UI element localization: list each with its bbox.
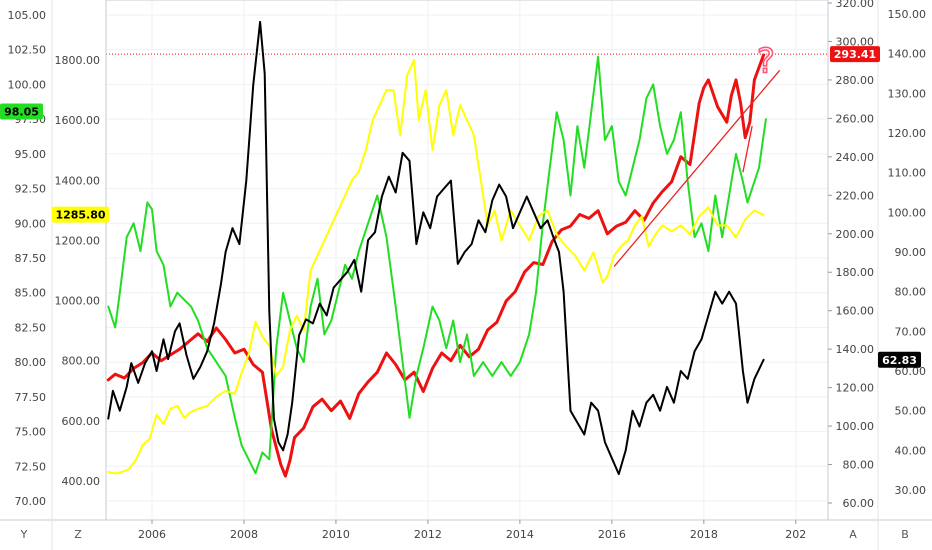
corner-labels: Y Z A B (20, 528, 909, 541)
series-line-3 (107, 20, 765, 476)
left-outer-tick-label: 87.50 (15, 252, 47, 265)
right-inner-tick-label: 320.00 (836, 0, 875, 10)
right-outer-tick-label: 80.00 (895, 286, 927, 299)
left-outer-tick-label: 102.50 (8, 44, 47, 57)
x-tick-label: 2016 (598, 528, 626, 541)
left-outer-tick-label: 105.00 (8, 9, 47, 22)
left-outer-tick-label: 75.00 (15, 426, 47, 439)
price-tag-0[interactable]: 98.05 (0, 103, 43, 120)
series-line-2 (107, 59, 765, 475)
series-line-1 (107, 55, 767, 475)
left-outer-tick-label: 85.00 (15, 287, 47, 300)
price-tag-label: 1285.80 (55, 209, 105, 222)
corner-label-y[interactable]: Y (20, 528, 28, 541)
right-outer-tick-label: 60.00 (895, 365, 927, 378)
x-tick-label: 2006 (138, 528, 166, 541)
x-tick-label: 2008 (230, 528, 258, 541)
series-layer (106, 20, 767, 478)
right-outer-tick-label: 130.00 (888, 87, 927, 100)
left-inner-tick-label: 1000.00 (55, 295, 101, 308)
corner-label-a[interactable]: A (849, 528, 857, 541)
x-tick-label: 2010 (322, 528, 350, 541)
right-inner-tick-label: 100.00 (836, 420, 875, 433)
left-outer-tick-label: 92.50 (15, 183, 47, 196)
chart-grid (106, 0, 828, 520)
right-inner-tick-label: 180.00 (836, 266, 875, 279)
series-line-0 (106, 53, 766, 478)
right-inner-tick-label: 200.00 (836, 228, 875, 241)
right-outer-tick-label: 70.00 (895, 325, 927, 338)
axes-layer: 105.00102.50100.0097.5095.0092.5090.0087… (8, 0, 927, 541)
right-outer-tick-label: 90.00 (895, 246, 927, 259)
annotation-layer: ? (613, 41, 781, 267)
x-tick-label: 202 (785, 528, 806, 541)
left-inner-tick-label: 800.00 (62, 355, 101, 368)
price-tag-background (0, 103, 43, 120)
left-outer-tick-label: 90.00 (15, 217, 47, 230)
right-inner-tick-label: 300.00 (836, 35, 875, 48)
right-outer-tick-label: 110.00 (888, 167, 927, 180)
right-outer-tick-label: 120.00 (888, 127, 927, 140)
left-inner-tick-label: 600.00 (62, 415, 101, 428)
left-outer-tick-label: 80.00 (15, 356, 47, 369)
right-inner-tick-label: 280.00 (836, 74, 875, 87)
price-tag-1[interactable]: 1285.80 (52, 206, 109, 223)
price-tag-background (830, 46, 880, 63)
left-outer-tick-label: 77.50 (15, 391, 47, 404)
price-tag-label: 293.41 (834, 48, 876, 61)
price-tag-label: 98.05 (4, 106, 39, 119)
left-outer-tick-label: 70.00 (15, 495, 47, 508)
left-inner-tick-label: 400.00 (62, 475, 101, 488)
price-tag-2[interactable]: 293.41 (830, 46, 880, 63)
price-tag-label: 62.83 (882, 354, 917, 367)
left-inner-tick-label: 1400.00 (55, 174, 101, 187)
right-outer-tick-label: 100.00 (888, 206, 927, 219)
right-inner-tick-label: 220.00 (836, 189, 875, 202)
x-tick-label: 2018 (690, 528, 718, 541)
right-inner-tick-label: 240.00 (836, 151, 875, 164)
right-outer-tick-label: 30.00 (895, 484, 927, 497)
right-inner-tick-label: 120.00 (836, 382, 875, 395)
left-outer-tick-label: 72.50 (15, 460, 47, 473)
left-outer-tick-label: 82.50 (15, 321, 47, 334)
right-outer-tick-label: 140.00 (888, 48, 927, 61)
trendline-0[interactable] (613, 69, 781, 267)
left-outer-tick-label: 95.00 (15, 148, 47, 161)
x-tick-label: 2014 (506, 528, 534, 541)
left-outer-tick-label: 100.00 (8, 78, 47, 91)
right-inner-tick-label: 140.00 (836, 343, 875, 356)
x-tick-label: 2012 (414, 528, 442, 541)
right-inner-tick-label: 160.00 (836, 305, 875, 318)
price-tag-background (52, 206, 109, 223)
trendline-1[interactable] (742, 125, 753, 173)
right-inner-tick-label: 260.00 (836, 112, 875, 125)
left-inner-tick-label: 1800.00 (55, 54, 101, 67)
corner-label-z[interactable]: Z (74, 528, 82, 541)
right-outer-tick-label: 40.00 (895, 444, 927, 457)
right-outer-tick-label: 50.00 (895, 405, 927, 418)
corner-label-b[interactable]: B (901, 528, 909, 541)
left-inner-tick-label: 1200.00 (55, 234, 101, 247)
price-tag-layer: 98.05 1285.80 293.41 62.83 (0, 46, 921, 368)
price-tag-3[interactable]: 62.83 (878, 351, 921, 368)
right-inner-tick-label: 60.00 (843, 497, 875, 510)
question-mark-annotation[interactable]: ? (756, 41, 776, 83)
right-inner-tick-label: 80.00 (843, 459, 875, 472)
left-inner-tick-label: 1600.00 (55, 114, 101, 127)
right-outer-tick-label: 150.00 (888, 8, 927, 21)
price-tag-background (878, 351, 921, 368)
